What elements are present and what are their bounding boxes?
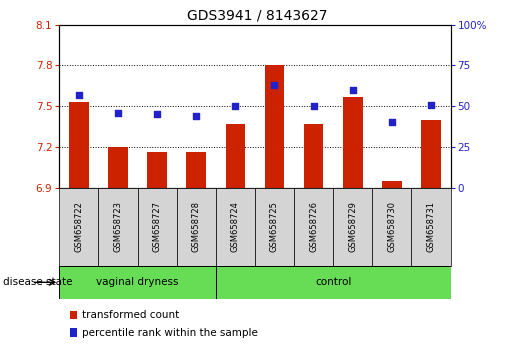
Bar: [304, 124, 323, 188]
Text: GDS3941 / 8143627: GDS3941 / 8143627: [187, 9, 328, 23]
Text: GSM658725: GSM658725: [270, 201, 279, 252]
Bar: [333, 188, 372, 266]
Text: transformed count: transformed count: [82, 310, 180, 320]
Point: [114, 110, 122, 115]
Bar: [186, 152, 206, 188]
Text: GSM658723: GSM658723: [113, 201, 123, 252]
Point: [153, 112, 161, 117]
Point: [310, 103, 318, 109]
Text: percentile rank within the sample: percentile rank within the sample: [82, 328, 259, 338]
Bar: [411, 188, 451, 266]
Bar: [421, 120, 441, 188]
Bar: [59, 266, 216, 299]
Bar: [108, 147, 128, 188]
Text: GSM658727: GSM658727: [152, 201, 162, 252]
Text: GSM658729: GSM658729: [348, 201, 357, 252]
Point: [388, 120, 396, 125]
Bar: [147, 152, 167, 188]
Bar: [382, 181, 402, 188]
Bar: [226, 124, 245, 188]
Point: [349, 87, 357, 93]
Text: GSM658724: GSM658724: [231, 201, 240, 252]
Point: [427, 102, 435, 107]
Text: vaginal dryness: vaginal dryness: [96, 277, 179, 287]
Point: [270, 82, 279, 88]
Bar: [343, 97, 363, 188]
Bar: [59, 188, 98, 266]
Bar: [372, 188, 411, 266]
Text: control: control: [315, 277, 351, 287]
Text: GSM658731: GSM658731: [426, 201, 436, 252]
Bar: [98, 188, 138, 266]
Text: GSM658726: GSM658726: [309, 201, 318, 252]
Bar: [177, 188, 216, 266]
Bar: [138, 188, 177, 266]
Text: GSM658722: GSM658722: [74, 201, 83, 252]
Bar: [216, 266, 451, 299]
Text: GSM658728: GSM658728: [192, 201, 201, 252]
Point: [75, 92, 83, 98]
Bar: [265, 65, 284, 188]
Bar: [294, 188, 333, 266]
Text: disease state: disease state: [3, 277, 72, 287]
Bar: [216, 188, 255, 266]
Point: [231, 103, 239, 109]
Point: [192, 113, 200, 119]
Bar: [255, 188, 294, 266]
Text: GSM658730: GSM658730: [387, 201, 397, 252]
Bar: [69, 102, 89, 188]
